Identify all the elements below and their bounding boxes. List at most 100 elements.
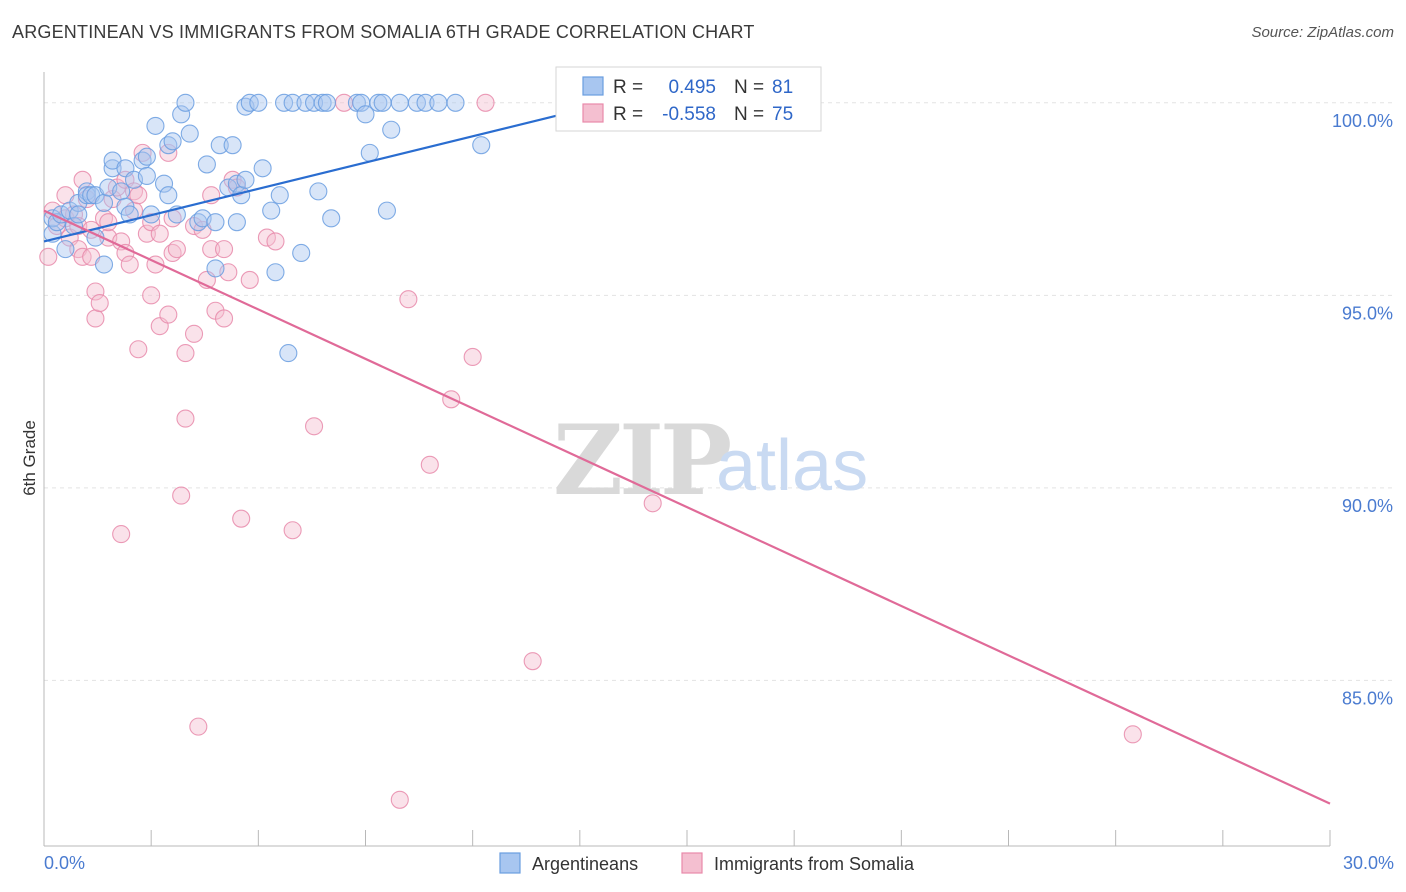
data-point xyxy=(206,259,225,278)
trend-line-somalia xyxy=(43,209,1331,805)
y-tick-label: 90.0% xyxy=(1342,496,1393,516)
stats-blue-n-value: 81 xyxy=(772,77,793,98)
data-point xyxy=(86,282,105,301)
y-tick-label: 85.0% xyxy=(1342,688,1393,708)
data-point xyxy=(184,324,204,343)
chart-title: ARGENTINEAN VS IMMIGRANTS FROM SOMALIA 6… xyxy=(12,22,755,42)
stats-blue-r-value: 0.495 xyxy=(668,77,716,98)
data-point xyxy=(373,93,392,112)
data-point xyxy=(227,174,246,193)
watermark: ZIP atlas xyxy=(553,404,868,517)
data-point xyxy=(317,93,336,112)
data-point xyxy=(523,652,542,671)
data-point xyxy=(176,409,195,428)
data-point xyxy=(137,147,156,166)
data-point xyxy=(159,305,178,324)
data-point xyxy=(283,521,302,540)
data-point xyxy=(206,213,225,232)
data-point xyxy=(236,170,255,189)
data-point xyxy=(150,224,169,243)
data-point xyxy=(94,193,114,212)
stats-blue-r-key: R = xyxy=(613,77,643,98)
y-tick-label: 100.0% xyxy=(1332,111,1393,131)
data-point xyxy=(390,790,409,809)
data-point xyxy=(176,93,195,112)
data-point xyxy=(142,286,161,305)
stats-pink-n-key: N = xyxy=(734,104,764,125)
data-point xyxy=(69,205,88,224)
data-point xyxy=(172,486,191,505)
data-point xyxy=(322,209,341,228)
stats-box: R = 0.495 N = 81 R = -0.558 N = 75 xyxy=(555,66,822,132)
data-point xyxy=(1123,725,1142,744)
data-point xyxy=(103,159,122,178)
data-point xyxy=(382,120,401,139)
data-point xyxy=(360,143,379,162)
source-label: Source: ZipAtlas.com xyxy=(1251,24,1394,41)
data-point xyxy=(90,293,109,313)
data-point xyxy=(120,255,139,274)
data-point xyxy=(429,93,448,112)
legend-label-argentineans: Argentineans xyxy=(532,854,638,874)
stats-pink-r-key: R = xyxy=(613,104,643,125)
data-point xyxy=(249,93,268,112)
data-point xyxy=(390,93,409,112)
data-point xyxy=(167,240,186,259)
data-point xyxy=(176,344,195,363)
data-point xyxy=(56,240,75,259)
data-point xyxy=(227,213,246,232)
data-point xyxy=(146,116,165,135)
data-point xyxy=(309,182,328,201)
data-point xyxy=(305,417,324,436)
data-point xyxy=(39,247,58,266)
stats-blue-n-key: N = xyxy=(734,77,764,98)
data-point xyxy=(369,93,388,112)
y-tick-labels: 100.0% 95.0% 90.0% 85.0% xyxy=(1332,111,1393,709)
data-point xyxy=(202,240,221,259)
data-point xyxy=(253,159,272,178)
watermark-atlas: atlas xyxy=(716,426,868,506)
legend-label-somalia: Immigrants from Somalia xyxy=(714,854,915,874)
data-point xyxy=(232,509,251,528)
data-point xyxy=(112,525,131,544)
x-ticks xyxy=(43,830,1331,846)
data-point xyxy=(257,228,276,247)
data-point xyxy=(420,455,439,474)
y-axis-label: 6th Grade xyxy=(20,420,39,496)
x-tick-labels: 0.0% 30.0% xyxy=(44,853,1394,873)
data-point xyxy=(283,93,302,112)
stats-pink-swatch xyxy=(582,103,604,123)
data-point xyxy=(223,136,242,155)
legend-blue-swatch xyxy=(499,852,521,874)
stats-pink-r-value: -0.558 xyxy=(662,104,716,125)
data-point xyxy=(94,255,114,274)
data-point xyxy=(129,340,148,359)
data-point xyxy=(262,201,281,220)
data-point xyxy=(159,143,178,162)
data-point xyxy=(240,270,259,289)
data-point xyxy=(377,201,396,220)
stats-blue-swatch xyxy=(582,76,604,96)
data-point xyxy=(163,132,182,151)
data-point xyxy=(313,93,332,112)
series-argentineans-points xyxy=(43,93,817,363)
data-point xyxy=(463,347,482,367)
data-point xyxy=(172,105,191,124)
data-point xyxy=(180,124,199,143)
data-point xyxy=(159,186,178,205)
data-point xyxy=(266,232,285,251)
data-point xyxy=(472,136,491,155)
data-point xyxy=(643,494,662,513)
data-point xyxy=(189,717,208,736)
watermark-zip: ZIP xyxy=(553,404,730,517)
x-tick-label: 0.0% xyxy=(44,853,85,873)
x-tick-label: 30.0% xyxy=(1343,853,1394,873)
stats-pink-n-value: 75 xyxy=(772,104,793,125)
bottom-legend: Argentineans Immigrants from Somalia xyxy=(499,852,915,874)
data-point xyxy=(356,105,375,124)
series-somalia-points xyxy=(39,93,1142,809)
trend-lines xyxy=(43,103,1331,805)
data-point xyxy=(214,309,234,328)
data-point xyxy=(214,240,234,259)
